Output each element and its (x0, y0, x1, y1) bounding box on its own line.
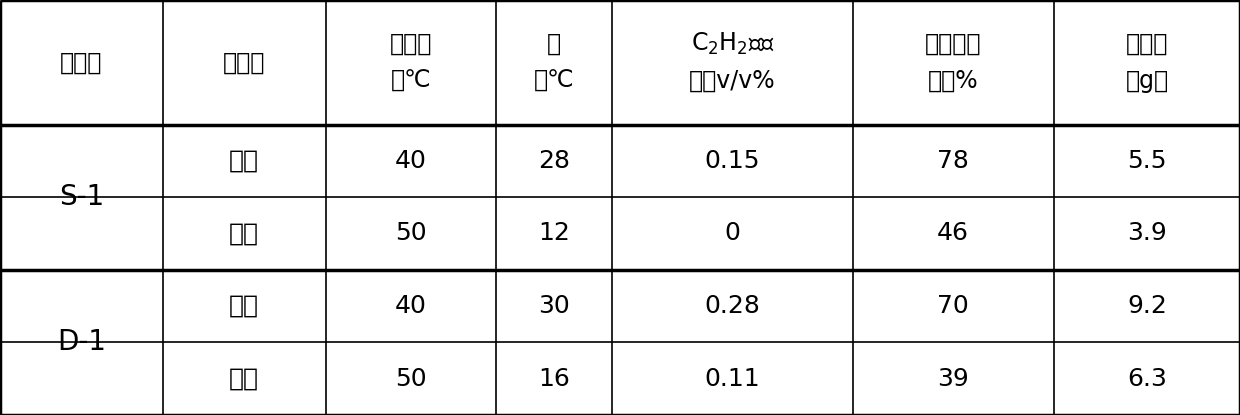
Text: $\mathrm{C_2H_2}$残余: $\mathrm{C_2H_2}$残余 (691, 30, 774, 57)
Text: 50: 50 (394, 367, 427, 391)
Text: 二段: 二段 (229, 222, 259, 245)
Text: 50: 50 (394, 222, 427, 245)
Text: S-1: S-1 (58, 183, 104, 211)
Text: 40: 40 (394, 149, 427, 173)
Text: 加氢选择: 加氢选择 (925, 32, 982, 56)
Text: 温: 温 (547, 32, 562, 56)
Text: 性，%: 性，% (928, 69, 978, 93)
Text: 0: 0 (724, 222, 740, 245)
Text: 39: 39 (937, 367, 970, 391)
Text: 40: 40 (394, 294, 427, 318)
Text: 一段: 一段 (229, 149, 259, 173)
Text: 反应器: 反应器 (223, 50, 265, 74)
Text: 3.9: 3.9 (1127, 222, 1167, 245)
Text: 5.5: 5.5 (1127, 149, 1167, 173)
Text: 一段: 一段 (229, 294, 259, 318)
Text: 12: 12 (538, 222, 570, 245)
Text: 绻油量: 绻油量 (1126, 32, 1168, 56)
Text: 28: 28 (538, 149, 570, 173)
Text: 量，v/v%: 量，v/v% (689, 69, 776, 93)
Text: 0.28: 0.28 (704, 294, 760, 318)
Text: D-1: D-1 (57, 328, 105, 356)
Text: 9.2: 9.2 (1127, 294, 1167, 318)
Text: 傅化剂: 傅化剂 (61, 50, 103, 74)
Text: 入口温: 入口温 (389, 32, 432, 56)
Text: 16: 16 (538, 367, 570, 391)
Text: 46: 46 (937, 222, 970, 245)
Text: 6.3: 6.3 (1127, 367, 1167, 391)
Text: 0.11: 0.11 (704, 367, 760, 391)
Text: （g）: （g） (1126, 69, 1168, 93)
Text: 30: 30 (538, 294, 570, 318)
Text: 二段: 二段 (229, 367, 259, 391)
Text: 70: 70 (937, 294, 970, 318)
Text: 升℃: 升℃ (533, 69, 574, 93)
Text: 0.15: 0.15 (704, 149, 760, 173)
Text: 78: 78 (937, 149, 970, 173)
Text: 度℃: 度℃ (391, 69, 432, 93)
